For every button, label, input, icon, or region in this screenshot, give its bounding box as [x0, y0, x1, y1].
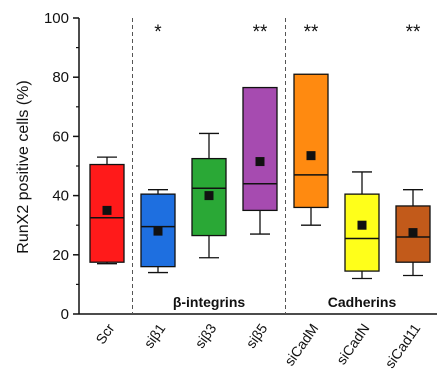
- y-tick-label: 60: [52, 128, 69, 145]
- mean-marker: [153, 226, 163, 236]
- group-label: Cadherins: [328, 294, 397, 310]
- x-tick-label: siCadN: [333, 321, 372, 368]
- mean-marker: [102, 205, 112, 215]
- significance-label: **: [253, 22, 268, 43]
- mean-marker: [357, 220, 367, 230]
- y-tick-label: 20: [52, 247, 69, 264]
- mean-marker: [204, 191, 214, 201]
- x-tick-label: siβ1: [140, 320, 168, 351]
- group-label: β-integrins: [173, 294, 246, 310]
- y-tick-label: 80: [52, 69, 69, 86]
- mean-marker: [306, 151, 316, 161]
- x-tick-label: siCadM: [281, 321, 321, 369]
- x-tick-label: siβ5: [242, 320, 270, 351]
- significance-label: *: [154, 22, 162, 43]
- mean-marker: [255, 157, 265, 167]
- y-axis-label: RunX2 positive cells (%): [15, 80, 32, 253]
- box-5: [344, 193, 380, 272]
- significance-label: **: [304, 22, 319, 43]
- x-tick-label: siCad11: [381, 320, 423, 371]
- y-tick-label: 100: [44, 10, 69, 27]
- x-tick-label: Scr: [92, 320, 117, 347]
- significance-label: **: [406, 22, 421, 43]
- y-tick-label: 40: [52, 188, 69, 205]
- plot-area: 0 20 40 60 80 100 Scr * siβ1 siβ3 ** siβ5 ** siCadM si…: [44, 10, 437, 371]
- y-tick-label: 0: [61, 306, 69, 323]
- mean-marker: [408, 228, 418, 238]
- x-tick-label: siβ3: [191, 320, 219, 351]
- box-4: [293, 73, 329, 209]
- box-3: [242, 86, 278, 212]
